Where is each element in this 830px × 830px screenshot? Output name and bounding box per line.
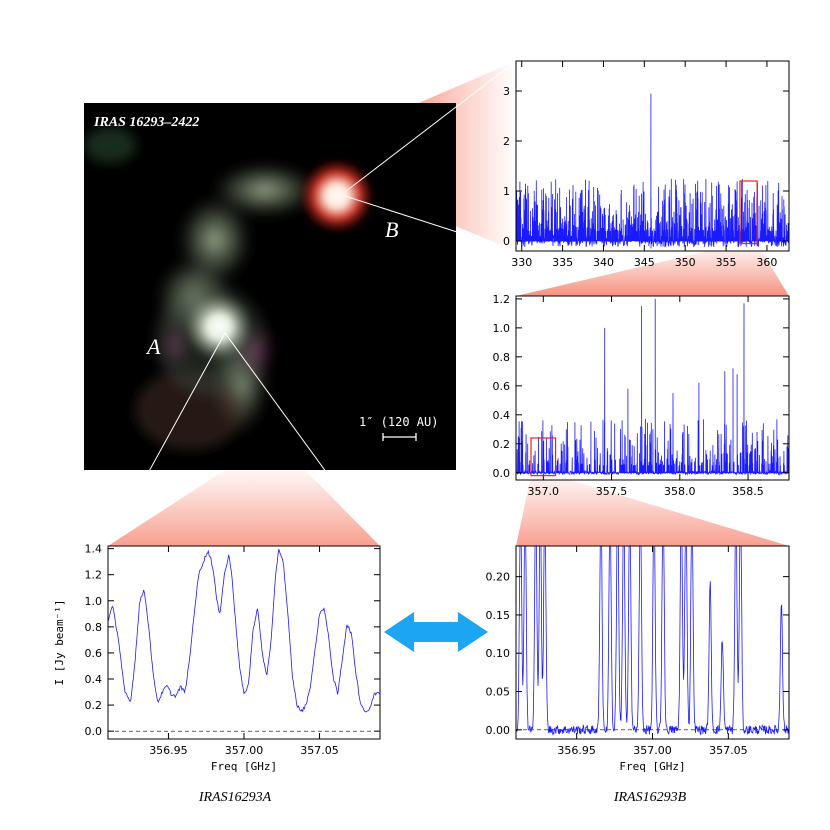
zoom-box [530, 437, 557, 477]
x-tick-label: 330 [511, 256, 532, 269]
y-tick-label: 0.2 [85, 699, 103, 712]
y-tick-label: 1.0 [493, 322, 511, 335]
y-tick-label: 0.8 [85, 621, 103, 634]
scalebar [382, 433, 417, 441]
x-tick-label: 356.95 [149, 744, 188, 757]
plot-background [108, 546, 380, 739]
x-tick-label: 355 [716, 256, 737, 269]
plot-background [516, 61, 789, 251]
x-axis-label: Freq [GHz] [211, 760, 277, 773]
label-source-b: B [385, 217, 398, 242]
connector-line [344, 195, 517, 252]
y-tick-label: 0.0 [493, 467, 511, 480]
y-tick-label: 2 [503, 135, 510, 148]
chart-spectrum-a: 356.95 357.00 357.05 0.0 0.2 0.4 0.6 0.8 1.0 1.2 1… [53, 543, 381, 773]
x-tick-label: 357.5 [596, 485, 628, 498]
scalebar-label: 1″ (120 AU) [359, 415, 438, 429]
y-tick-label: 1.4 [85, 543, 103, 556]
zoom-box [739, 180, 758, 245]
zoom-funnel-a [108, 470, 380, 546]
x-tick-label: 357.05 [300, 744, 339, 757]
y-tick-label: 0.0 [85, 725, 103, 738]
y-tick-label: 0.20 [486, 571, 511, 584]
connector-line [224, 332, 381, 547]
caption-left: IRAS16293A [198, 790, 272, 805]
y-tick-label: 0.05 [486, 686, 511, 699]
x-tick-label: 335 [552, 256, 573, 269]
y-tick-label: 0.6 [85, 647, 103, 660]
zoom-funnel-b [516, 475, 789, 546]
y-tick-label: 3 [503, 85, 510, 98]
x-tick-label: 358.0 [664, 485, 696, 498]
sky-image [84, 103, 456, 470]
x-tick-label: 340 [593, 256, 614, 269]
chart-spectrum-b: 356.95 357.00 357.05 0.00 0.05 0.10 0.15 0.20 Fr… [486, 545, 790, 773]
plot-frame [515, 295, 790, 481]
connector-line [344, 60, 517, 193]
y-tick-label: 1 [503, 185, 510, 198]
y-tick-label: 1.2 [85, 569, 103, 582]
y-tick-label: 0.6 [493, 380, 511, 393]
x-tick-label: 356.95 [557, 744, 596, 757]
x-tick-label: 357.00 [225, 744, 264, 757]
plot-area [516, 546, 789, 736]
x-tick-label: 358.5 [732, 485, 764, 498]
plot-area [108, 548, 380, 732]
double-arrow-icon [384, 612, 488, 652]
y-axis-label: I [Jy beam⁻¹] [53, 599, 66, 685]
x-tick-label: 350 [675, 256, 696, 269]
spectrum-line [516, 298, 789, 477]
zoom-funnel-mid [516, 243, 789, 296]
spectrum-line [516, 546, 789, 736]
y-tick-label: 0.4 [493, 409, 511, 422]
source-name: IRAS 16293–2422 [93, 115, 199, 130]
y-tick-label: 0 [503, 235, 510, 248]
y-tick-label: 1.0 [85, 595, 103, 608]
connector-line [107, 332, 226, 547]
x-tick-label: 357.0 [528, 485, 560, 498]
chart-wide-spectrum: 330 335 340 345 350 355 360 0 1 2 3 [503, 60, 790, 269]
x-tick-label: 360 [756, 256, 777, 269]
spectrum-line [108, 548, 380, 713]
chart-mid-spectrum: 357.0 357.5 358.0 358.5 0.0 0.2 0.4 0.6 0.8 1.0 1.… [493, 293, 790, 498]
label-source-a: A [145, 334, 161, 359]
y-tick-label: 0.10 [486, 647, 511, 660]
x-tick-label: 357.00 [633, 744, 672, 757]
y-tick-label: 0.8 [493, 351, 511, 364]
plot-frame [515, 60, 790, 252]
caption-right: IRAS16293B [613, 790, 687, 805]
x-axis-label: Freq [GHz] [619, 760, 685, 773]
y-tick-label: 0.4 [85, 673, 103, 686]
y-tick-label: 0.2 [493, 438, 511, 451]
x-tick-label: 357.05 [709, 744, 748, 757]
plot-area [516, 93, 789, 249]
spectrum-line [516, 93, 789, 249]
x-tick-label: 345 [634, 256, 655, 269]
y-tick-label: 1.2 [493, 293, 511, 306]
y-tick-label: 0.15 [486, 609, 511, 622]
y-tick-label: 0.00 [486, 724, 511, 737]
plot-area [516, 298, 789, 477]
